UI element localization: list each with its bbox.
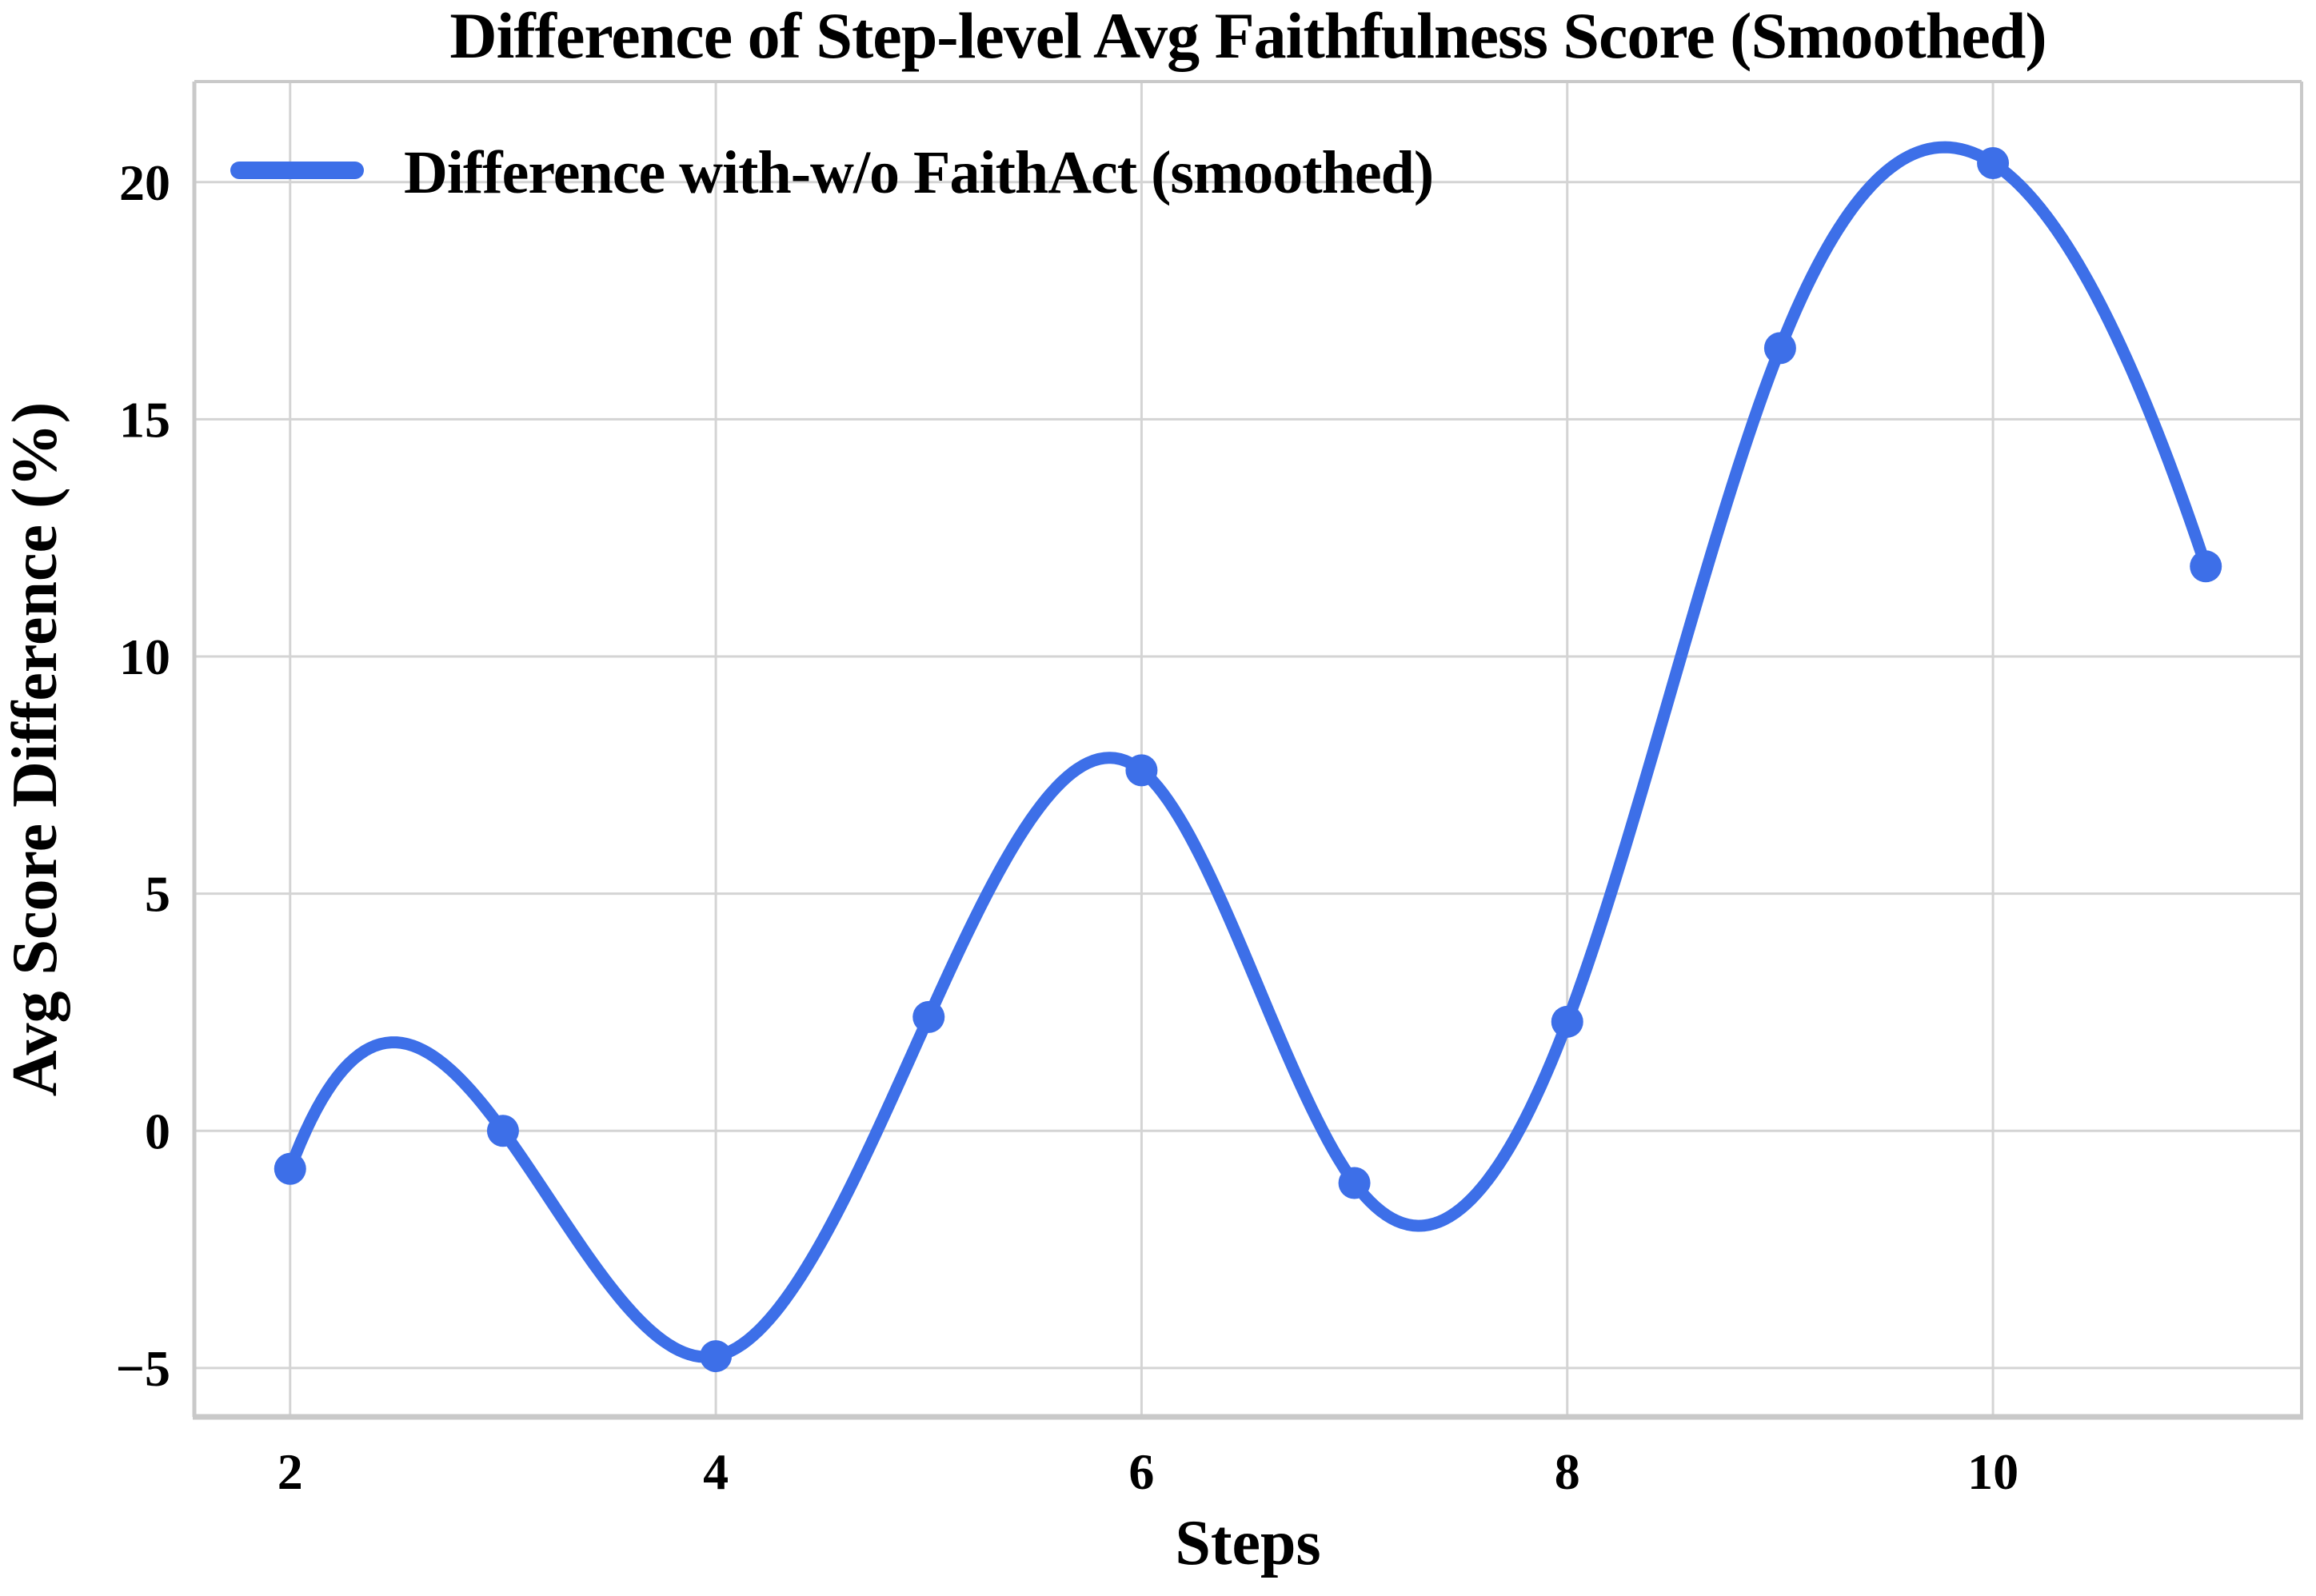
data-point-marker — [274, 1152, 306, 1185]
data-point-marker — [700, 1340, 733, 1373]
x-axis-label: Steps — [1175, 1508, 1321, 1578]
y-tick-label: 5 — [145, 866, 170, 923]
data-point-marker — [486, 1115, 519, 1147]
legend-entry-label: Difference with-w/o FaithAct (smoothed) — [404, 139, 1434, 206]
data-point-marker — [2190, 550, 2222, 583]
x-tick-label: 8 — [1555, 1443, 1580, 1500]
x-tick-label: 2 — [278, 1443, 303, 1500]
y-tick-label: 0 — [145, 1103, 170, 1159]
smoothed-difference-line — [284, 141, 2212, 1363]
x-tick-label: 10 — [1967, 1443, 2019, 1500]
data-point-marker — [1338, 1167, 1371, 1199]
y-axis-label: Avg Score Difference (%) — [0, 401, 70, 1097]
y-tick-label: 20 — [119, 154, 170, 211]
plot-area — [194, 82, 2302, 1417]
data-point-marker — [1551, 1005, 1583, 1038]
data-point-marker — [1125, 754, 1158, 787]
data-point-marker — [912, 1000, 945, 1033]
data-point-marker — [1977, 147, 2010, 180]
y-tick-label: −5 — [116, 1340, 170, 1397]
x-tick-label: 6 — [1128, 1443, 1154, 1500]
chart-title: Difference of Step-level Avg Faithfulnes… — [449, 0, 2046, 72]
data-point-marker — [1763, 332, 1796, 365]
x-tick-label: 4 — [703, 1443, 729, 1500]
y-tick-label: 15 — [119, 391, 170, 448]
y-tick-label: 10 — [119, 628, 170, 685]
